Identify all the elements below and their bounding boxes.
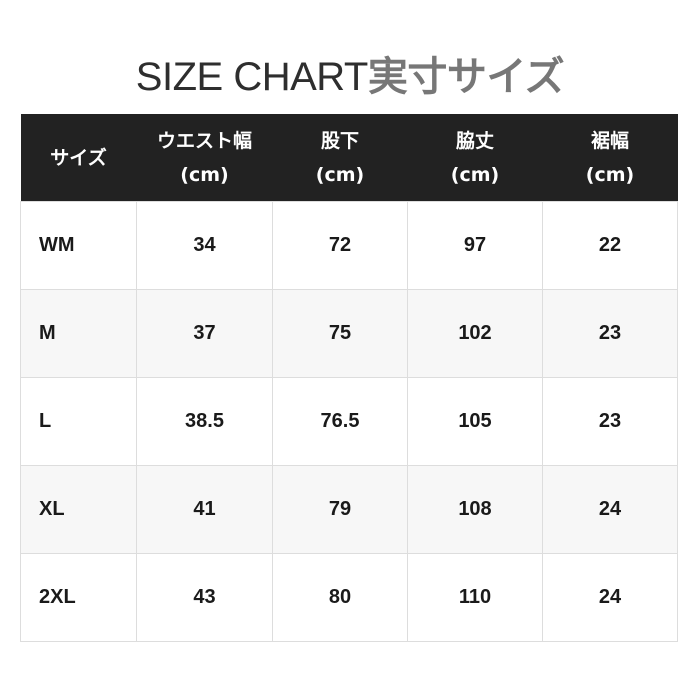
table-row: XL 41 79 108 24 <box>20 465 678 554</box>
value-cell: 79 <box>272 465 408 554</box>
value-cell: 75 <box>272 289 408 378</box>
header-label: 脇丈 <box>455 129 494 152</box>
size-cell: L <box>20 377 137 466</box>
header-waist: ウエスト幅 (cm) <box>136 114 273 202</box>
table-row: 2XL 43 80 110 24 <box>20 553 678 642</box>
size-cell: WM <box>20 201 137 290</box>
value-cell: 72 <box>272 201 408 290</box>
value-cell: 108 <box>407 465 543 554</box>
size-cell: XL <box>20 465 137 554</box>
title-jp: 実寸サイズ <box>367 54 565 100</box>
value-cell: 80 <box>272 553 408 642</box>
header-unit: (cm) <box>315 163 365 186</box>
header-size: サイズ <box>20 114 137 202</box>
value-cell: 97 <box>407 201 543 290</box>
header-row: サイズ ウエスト幅 (cm) 股下 (cm) 脇丈 (cm) 裾幅 (cm) <box>20 114 678 202</box>
value-cell: 105 <box>407 377 543 466</box>
page-title: SIZE CHART実寸サイズ <box>0 52 700 102</box>
value-cell: 102 <box>407 289 543 378</box>
value-cell: 23 <box>542 289 678 378</box>
table-row: WM 34 72 97 22 <box>20 201 678 290</box>
value-cell: 34 <box>136 201 273 290</box>
title-en: SIZE CHART <box>135 55 369 99</box>
value-cell: 22 <box>542 201 678 290</box>
size-cell: 2XL <box>20 553 137 642</box>
value-cell: 43 <box>136 553 273 642</box>
value-cell: 38.5 <box>136 377 273 466</box>
header-label: 裾幅 <box>590 129 629 152</box>
size-cell: M <box>20 289 137 378</box>
table-row: L 38.5 76.5 105 23 <box>20 377 678 466</box>
header-unit: (cm) <box>450 163 500 186</box>
size-table: サイズ ウエスト幅 (cm) 股下 (cm) 脇丈 (cm) 裾幅 (cm) WM 34 7… <box>20 114 678 642</box>
value-cell: 24 <box>542 553 678 642</box>
header-unit: (cm) <box>180 163 229 186</box>
value-cell: 23 <box>542 377 678 466</box>
header-label: 股下 <box>320 129 359 152</box>
table-row: M 37 75 102 23 <box>20 289 678 378</box>
header-side-length: 脇丈 (cm) <box>407 114 543 202</box>
value-cell: 110 <box>407 553 543 642</box>
value-cell: 24 <box>542 465 678 554</box>
header-label: ウエスト幅 <box>156 129 252 152</box>
header-inseam: 股下 (cm) <box>272 114 408 202</box>
value-cell: 41 <box>136 465 273 554</box>
header-unit: (cm) <box>585 163 635 186</box>
value-cell: 76.5 <box>272 377 408 466</box>
header-label: サイズ <box>50 146 107 169</box>
value-cell: 37 <box>136 289 273 378</box>
header-hem-width: 裾幅 (cm) <box>542 114 678 202</box>
